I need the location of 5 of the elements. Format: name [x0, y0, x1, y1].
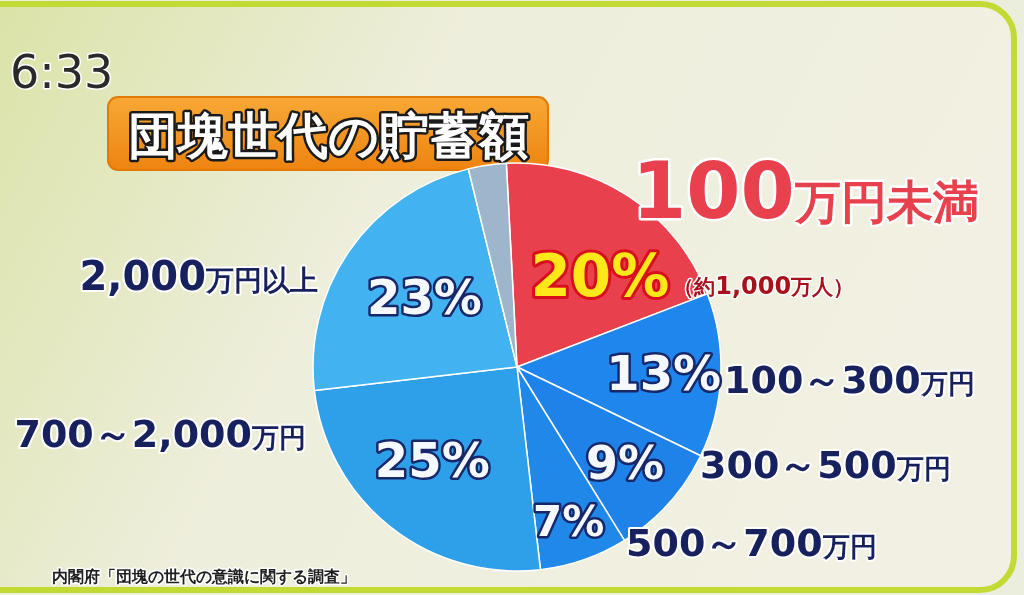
annotation: 6:33: [10, 45, 114, 99]
title: 団塊世代の貯蓄額: [107, 96, 549, 171]
annotation: 内閣府「団塊の世代の意識に関する調査」: [52, 567, 356, 586]
annotation: （約1,000万人）: [673, 271, 855, 300]
chart-title: 団塊世代の貯蓄額: [127, 107, 529, 165]
